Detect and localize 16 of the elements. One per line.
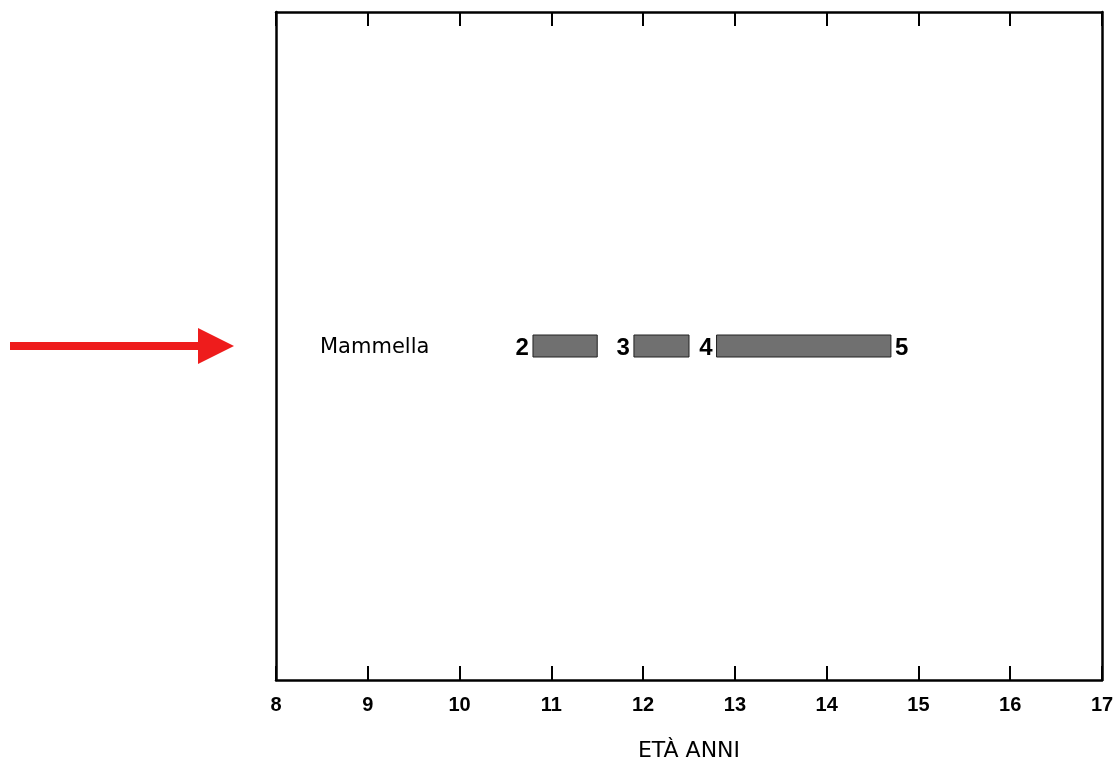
annotation: 4 bbox=[699, 332, 714, 360]
x-axis-title: ETÀ ANNI bbox=[637, 736, 741, 762]
x-tick-label: 13 bbox=[723, 693, 747, 715]
y-tick-label: Mammella bbox=[320, 334, 430, 358]
x-tick-label: 8 bbox=[270, 693, 282, 715]
annotation: 5 bbox=[894, 332, 909, 360]
x-tick-label: 12 bbox=[631, 693, 655, 715]
x-tick-label: 17 bbox=[1090, 693, 1114, 715]
x-tick-label: 11 bbox=[540, 693, 562, 715]
annotation: 2 bbox=[515, 332, 529, 360]
annotation: 3 bbox=[616, 332, 630, 360]
x-tick-label: 16 bbox=[999, 693, 1022, 715]
x-tick-label: 10 bbox=[448, 693, 471, 715]
x-tick-label: 14 bbox=[815, 693, 839, 715]
x-tick-label: 15 bbox=[907, 693, 930, 715]
x-tick-label: 9 bbox=[362, 693, 374, 715]
